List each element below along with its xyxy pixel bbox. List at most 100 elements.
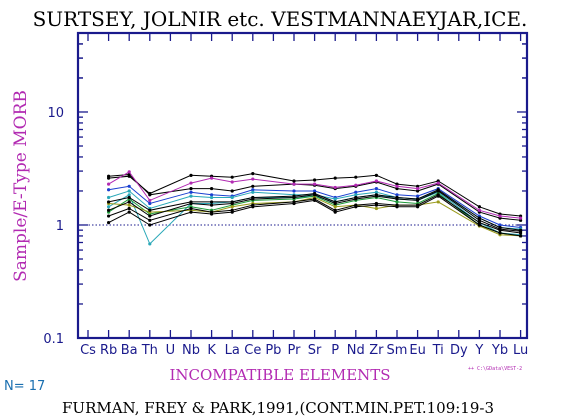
data-point xyxy=(498,223,502,227)
data-point xyxy=(107,182,111,186)
data-point xyxy=(374,206,378,211)
data-point xyxy=(189,181,193,185)
x-tick-label: Ba xyxy=(121,343,138,358)
data-point xyxy=(148,191,152,196)
chart-title: SURTSEY, JOLNIR etc. VESTMANNAEYJAR,ICE. xyxy=(33,7,528,31)
data-point xyxy=(292,182,296,186)
data-point xyxy=(189,194,193,198)
data-point xyxy=(333,185,337,190)
data-point xyxy=(210,176,214,180)
data-point xyxy=(189,206,193,211)
data-point xyxy=(230,205,234,209)
data-point xyxy=(127,206,131,211)
data-point xyxy=(354,193,358,197)
data-point xyxy=(210,186,214,191)
data-point xyxy=(127,193,131,197)
series-line xyxy=(108,194,521,234)
y-tick-label: 0.1 xyxy=(43,332,64,347)
y-axis-label: Sample/E-Type MORB xyxy=(11,90,31,282)
data-point xyxy=(107,176,111,180)
data-point xyxy=(107,205,111,209)
y-tick-label: 10 xyxy=(47,106,64,121)
data-point xyxy=(292,201,296,206)
file-reference: ++ C:\GData\VEST-2 xyxy=(468,366,522,372)
series-line xyxy=(108,189,521,231)
data-point xyxy=(107,208,111,212)
data-point xyxy=(127,189,131,193)
data-point xyxy=(395,193,399,197)
data-point xyxy=(436,200,440,204)
x-tick-label: K xyxy=(207,343,216,358)
series-line xyxy=(108,185,521,228)
citation: FURMAN, FREY & PARK,1991,(CONT.MIN.PET.1… xyxy=(62,399,494,417)
x-tick-label: Y xyxy=(474,343,483,358)
data-point xyxy=(230,180,234,184)
data-point xyxy=(127,184,131,188)
data-point xyxy=(148,208,152,212)
data-point xyxy=(519,234,523,238)
data-point xyxy=(148,242,152,246)
data-point xyxy=(374,190,378,194)
data-point xyxy=(251,171,255,176)
data-point xyxy=(374,193,378,197)
x-axis-label: INCOMPATIBLE ELEMENTS xyxy=(169,366,390,384)
series-line xyxy=(108,173,521,221)
data-point xyxy=(333,197,337,201)
data-point xyxy=(333,205,337,209)
data-point xyxy=(436,194,440,198)
x-tick-label: La xyxy=(225,343,240,358)
x-tick-label: Cs xyxy=(80,343,96,358)
data-point xyxy=(230,189,234,193)
data-point xyxy=(189,200,193,204)
data-point xyxy=(189,210,193,214)
data-point xyxy=(127,210,131,214)
data-point xyxy=(374,186,378,191)
data-point xyxy=(148,214,152,218)
data-point xyxy=(292,194,296,198)
data-point xyxy=(107,200,111,204)
data-point xyxy=(416,189,420,193)
data-point xyxy=(354,205,358,209)
data-point xyxy=(374,173,378,177)
data-point xyxy=(127,195,131,200)
x-tick-label: Ti xyxy=(432,343,444,358)
plot-frame xyxy=(76,31,529,340)
series-line xyxy=(108,195,521,237)
data-point xyxy=(416,194,420,198)
series-line xyxy=(108,192,521,237)
data-point xyxy=(333,200,337,204)
data-point xyxy=(416,184,420,188)
x-tick-label: Nb xyxy=(182,343,200,358)
data-point xyxy=(210,193,214,197)
series-line xyxy=(108,196,521,237)
x-tick-label: Pb xyxy=(265,343,281,358)
data-point xyxy=(477,223,481,227)
data-point xyxy=(436,188,440,192)
data-point xyxy=(127,174,131,178)
data-point xyxy=(107,220,111,225)
data-point xyxy=(313,178,317,182)
data-point xyxy=(374,179,378,183)
data-point xyxy=(354,183,358,187)
data-point xyxy=(210,203,214,207)
series-line xyxy=(108,173,521,217)
x-tick-label: Rb xyxy=(100,343,117,358)
data-point xyxy=(313,191,317,196)
data-point xyxy=(519,216,523,220)
data-point xyxy=(251,184,255,188)
data-point xyxy=(127,200,131,204)
x-tick-label: U xyxy=(166,343,176,358)
series-line xyxy=(108,190,521,232)
data-point xyxy=(395,184,399,188)
data-point xyxy=(107,214,111,218)
x-tick-label: P xyxy=(331,343,339,358)
x-tick-label: Yb xyxy=(491,343,508,358)
data-point xyxy=(313,198,317,203)
data-point xyxy=(210,195,214,200)
data-point xyxy=(230,210,234,214)
data-point xyxy=(395,195,399,200)
data-point xyxy=(374,203,378,207)
data-point xyxy=(148,198,152,203)
data-point xyxy=(313,189,317,193)
sample-count: N= 17 xyxy=(4,379,45,394)
